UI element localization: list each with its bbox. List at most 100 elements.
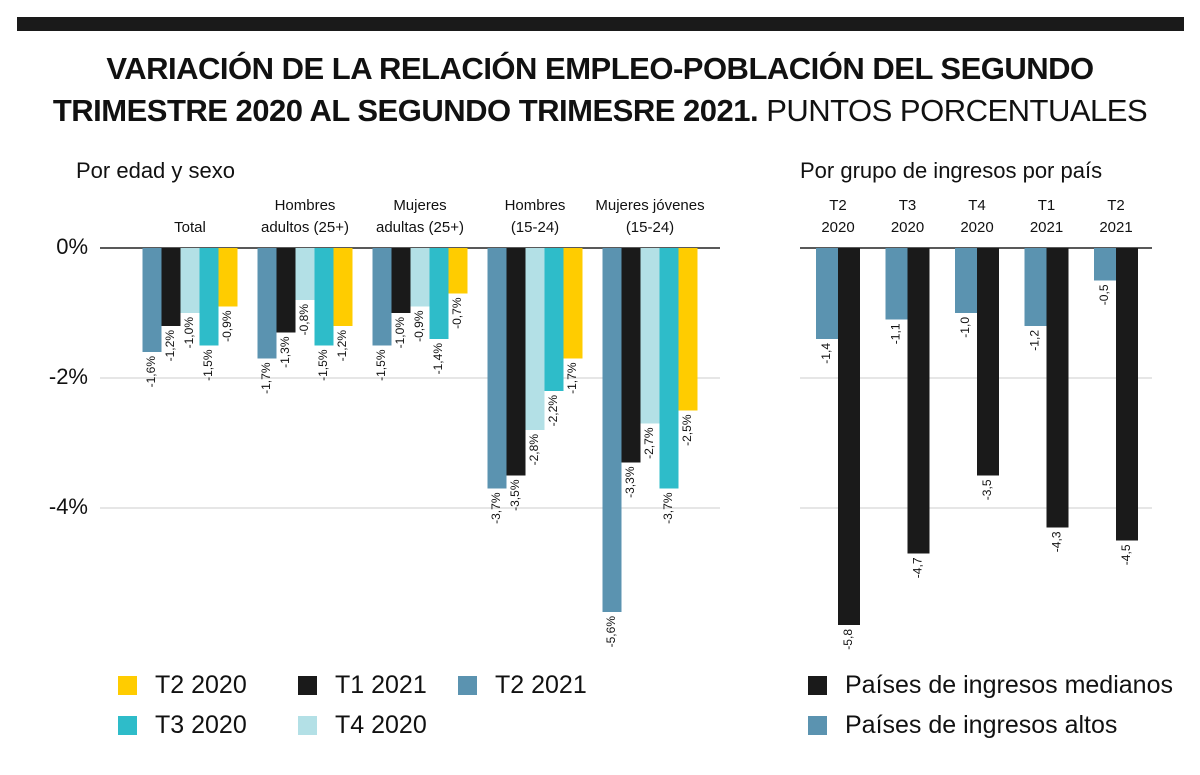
bar <box>199 248 219 346</box>
bar <box>640 248 660 424</box>
bar <box>563 248 583 359</box>
bar <box>218 248 238 307</box>
legend-swatch <box>298 715 317 735</box>
category-label: T4 2020 <box>960 197 994 236</box>
bar <box>621 248 641 463</box>
bar <box>1024 248 1047 326</box>
value-label: -1,0% <box>182 317 196 349</box>
y-tick-label: 0% <box>56 234 88 259</box>
legend-item: T4 2020 <box>298 708 427 742</box>
value-label: -1,7% <box>565 362 579 394</box>
value-label: -1,4 <box>819 343 833 364</box>
legend-label: Países de ingresos medianos <box>845 670 1173 699</box>
value-label: -1,5% <box>374 349 388 381</box>
top-bar <box>17 17 1184 31</box>
bar <box>907 248 930 554</box>
bar <box>1046 248 1069 528</box>
legend-label: T2 2020 <box>155 670 247 699</box>
bar <box>487 248 507 489</box>
bar <box>333 248 353 326</box>
category-label: Total <box>174 219 206 236</box>
value-label: -4,3 <box>1050 531 1064 552</box>
legend-item: T2 2021 <box>458 668 587 702</box>
value-label: -1,0% <box>393 317 407 349</box>
bar <box>410 248 430 307</box>
legend-swatch <box>458 675 477 695</box>
title: VARIACIÓN DE LA RELACIÓN EMPLEO-POBLACIÓ… <box>52 51 1094 128</box>
category-label: T2 2021 <box>1099 197 1133 236</box>
legend-item: Países de ingresos altos <box>808 708 1117 742</box>
bar <box>659 248 679 489</box>
bar <box>838 248 860 625</box>
bar <box>161 248 181 326</box>
section-title: Por edad y sexo <box>76 158 235 183</box>
category-label: Mujeres jóvenes (15-24) <box>595 197 705 236</box>
value-label: -2,5% <box>680 414 694 446</box>
value-label: -2,2% <box>546 395 560 427</box>
legend-label: T3 2020 <box>155 710 247 739</box>
value-label: -5,6% <box>604 616 618 648</box>
value-label: -1,7% <box>259 362 273 394</box>
bar <box>1116 248 1138 541</box>
value-label: -0,5 <box>1097 284 1111 305</box>
legend-item: T1 2021 <box>298 668 427 702</box>
bar <box>1094 248 1116 281</box>
legend-label: T1 2021 <box>335 670 427 699</box>
legend-label: T2 2021 <box>495 670 587 699</box>
value-label: -3,7% <box>489 492 503 524</box>
bar <box>977 248 999 476</box>
bar <box>955 248 977 313</box>
bar <box>448 248 468 294</box>
legend-swatch <box>118 675 137 695</box>
bar <box>180 248 200 313</box>
legend-item: T2 2020 <box>118 668 247 702</box>
value-label: -1,3% <box>278 336 292 368</box>
value-label: -0,9% <box>412 310 426 342</box>
bar <box>276 248 296 333</box>
value-label: -4,5 <box>1119 544 1133 565</box>
bar <box>429 248 449 339</box>
value-label: -0,9% <box>220 310 234 342</box>
value-label: -2,7% <box>642 427 656 459</box>
bar <box>602 248 622 612</box>
legend-swatch <box>808 675 827 695</box>
category-label: T1 2021 <box>1029 197 1064 236</box>
value-label: -3,7% <box>661 492 675 524</box>
subtitle: PUNTOS PORCENTUALES <box>766 93 1148 128</box>
legend-swatch <box>808 715 827 735</box>
bar <box>257 248 277 359</box>
bar <box>142 248 162 352</box>
value-label: -1,4% <box>431 343 445 375</box>
bar <box>525 248 545 430</box>
value-label: -1,5% <box>201 349 215 381</box>
value-label: -1,2% <box>335 330 349 362</box>
bar <box>885 248 908 320</box>
category-label: Hombres adultos (25+) <box>261 197 349 236</box>
bar <box>816 248 838 339</box>
bar <box>678 248 698 411</box>
bar <box>295 248 315 300</box>
legend-item: T3 2020 <box>118 708 247 742</box>
value-label: -1,1 <box>889 323 903 344</box>
legend-label: Países de ingresos altos <box>845 710 1118 739</box>
legend-item: Países de ingresos medianos <box>808 668 1173 702</box>
category-label: T2 2020 <box>821 197 855 236</box>
value-label: -1,0 <box>958 317 972 338</box>
category-label: Hombres (15-24) <box>504 197 566 236</box>
title-block: VARIACIÓN DE LA RELACIÓN EMPLEO-POBLACIÓ… <box>30 48 1170 132</box>
value-label: -1,6% <box>144 356 158 388</box>
bar <box>314 248 334 346</box>
y-tick-label: -2% <box>48 364 88 389</box>
y-tick-label: -4% <box>48 494 88 519</box>
value-label: -3,5 <box>980 479 994 500</box>
value-label: -2,8% <box>527 434 541 466</box>
category-label: Mujeres adultas (25+) <box>376 197 464 236</box>
value-label: -5,8 <box>841 629 855 650</box>
bar <box>372 248 392 346</box>
value-label: -0,8% <box>297 304 311 336</box>
bar <box>544 248 564 391</box>
bar <box>391 248 411 313</box>
value-label: -4,7 <box>911 557 925 578</box>
legend-label: T4 2020 <box>335 710 427 739</box>
